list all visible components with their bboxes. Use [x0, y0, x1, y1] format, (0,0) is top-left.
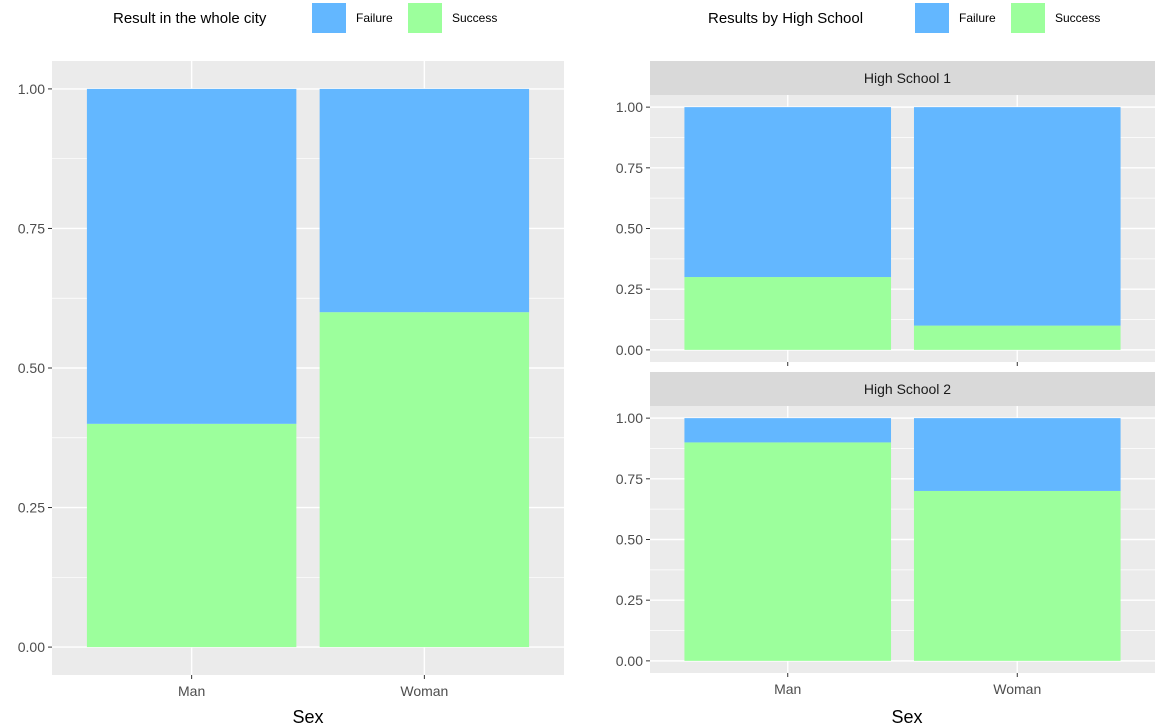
facet1-bar-woman-success [913, 325, 1121, 350]
left-y-tick-label: 0.25 [18, 500, 45, 516]
facet2-bar-man-success [684, 442, 892, 661]
left-x-tick-label: Woman [400, 683, 448, 699]
facet-panel-1: 0.00 0.25 0.50 0.75 1.00 [616, 95, 1155, 366]
facet2-bar-woman-failure [913, 418, 1121, 491]
right-legend: Results by High School Failure Success [708, 3, 1100, 33]
facet2-y-tick-label: 0.00 [616, 653, 643, 669]
right-legend-failure-key [915, 3, 949, 33]
right-legend-title: Results by High School [708, 10, 863, 27]
facet2-bar-woman-success [913, 490, 1121, 661]
right-legend-success-key [1011, 3, 1045, 33]
facet-strip-1-label: High School 1 [864, 70, 951, 86]
facet2-y-tick-label: 0.50 [616, 532, 643, 548]
facet2-x-tick-label: Man [774, 681, 801, 697]
facet-panel-2: 0.00 0.25 0.50 0.75 1.00 Man Woman [616, 406, 1155, 697]
facet1-y-tick-label: 1.00 [616, 99, 643, 115]
left-bar-woman-success [319, 312, 530, 648]
facet2-y-tick-label: 0.75 [616, 471, 643, 487]
right-legend-failure-label: Failure [959, 11, 996, 25]
left-y-tick-label: 0.00 [18, 639, 45, 655]
left-legend-success-key [408, 3, 442, 33]
left-x-tick-label: Man [178, 683, 205, 699]
left-plot-panel: 0.00 0.25 0.50 0.75 1.00 Man Woman [18, 61, 564, 699]
facet2-y-tick-label: 1.00 [616, 410, 643, 426]
facet2-x-tick-label: Woman [993, 681, 1041, 697]
left-legend-failure-key [312, 3, 346, 33]
facet1-y-tick-label: 0.75 [616, 160, 643, 176]
facet2-bar-man-failure [684, 418, 892, 443]
left-legend-success-label: Success [452, 11, 497, 25]
left-y-tick-label: 0.75 [18, 220, 45, 236]
left-y-tick-label: 0.50 [18, 360, 45, 376]
left-y-tick-label: 1.00 [18, 81, 45, 97]
facet1-y-tick-label: 0.25 [616, 281, 643, 297]
left-bar-man-failure [86, 88, 297, 424]
facet1-bar-man-success [684, 277, 892, 350]
facet1-y-tick-label: 0.00 [616, 342, 643, 358]
left-x-axis-title: Sex [292, 707, 323, 727]
right-x-axis-title: Sex [891, 707, 922, 727]
facet1-bar-woman-failure [913, 107, 1121, 326]
left-legend-failure-label: Failure [356, 11, 393, 25]
right-legend-success-label: Success [1055, 11, 1100, 25]
facet1-y-tick-label: 0.50 [616, 221, 643, 237]
left-legend: Result in the whole city Failure Success [113, 3, 497, 33]
facet-strip-1: High School 1 [650, 61, 1155, 95]
facet1-bar-man-failure [684, 107, 892, 278]
facet-strip-2-label: High School 2 [864, 381, 951, 397]
left-bar-woman-failure [319, 88, 530, 313]
facet2-y-tick-label: 0.25 [616, 592, 643, 608]
left-bar-man-success [86, 423, 297, 648]
facet-strip-2: High School 2 [650, 372, 1155, 406]
left-legend-title: Result in the whole city [113, 10, 267, 27]
